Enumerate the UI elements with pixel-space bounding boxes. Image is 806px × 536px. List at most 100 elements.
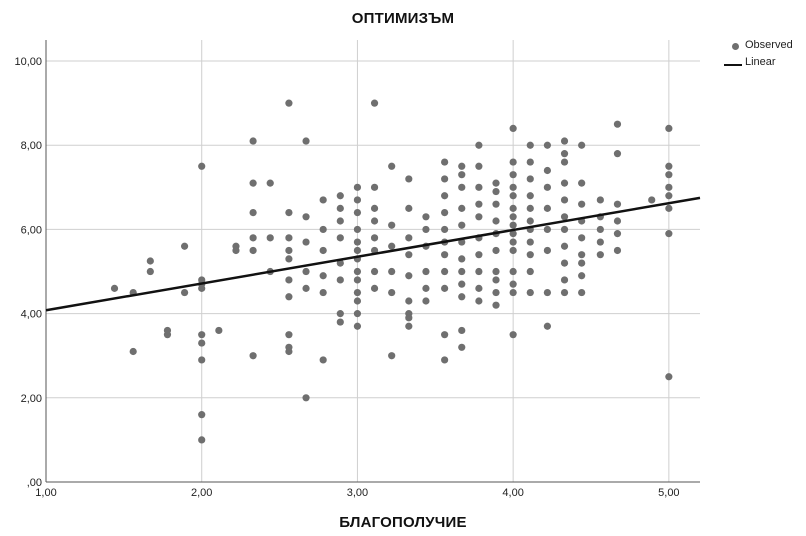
data-point: [302, 238, 310, 246]
data-point: [353, 267, 362, 276]
data-point: [578, 234, 586, 242]
data-point: [475, 251, 483, 259]
data-point: [492, 217, 500, 225]
data-point: [560, 259, 569, 267]
y-tick-label: 6,00: [21, 224, 42, 236]
data-point: [370, 284, 379, 292]
data-point: [560, 179, 569, 187]
observed-marker-icon: [732, 43, 739, 50]
data-point: [146, 267, 154, 276]
data-point: [458, 293, 466, 301]
data-point: [596, 225, 604, 234]
data-point: [613, 230, 622, 238]
data-point: [336, 276, 344, 284]
data-point: [198, 331, 206, 339]
data-point: [163, 326, 172, 335]
data-point: [405, 175, 413, 183]
data-point: [578, 200, 586, 208]
data-point: [353, 196, 362, 204]
data-point: [543, 141, 552, 149]
data-point: [475, 141, 483, 149]
data-point: [509, 221, 517, 229]
data-point: [543, 166, 552, 175]
data-point: [441, 225, 449, 234]
data-point: [319, 196, 327, 204]
data-point: [458, 343, 466, 351]
data-point: [543, 225, 552, 234]
data-point: [509, 288, 517, 297]
data-point: [405, 234, 413, 242]
data-point: [388, 221, 396, 229]
data-point: [475, 297, 483, 305]
data-point: [336, 234, 344, 242]
data-point: [422, 213, 430, 221]
data-point: [458, 171, 466, 179]
data-point: [353, 246, 362, 255]
data-point: [441, 331, 449, 339]
data-point: [560, 225, 569, 234]
data-point: [613, 200, 622, 208]
data-point: [319, 225, 327, 234]
x-tick-label: 5,00: [658, 487, 679, 499]
data-point: [353, 276, 362, 284]
data-point: [353, 310, 362, 318]
data-point: [665, 162, 673, 170]
data-point: [353, 322, 362, 330]
data-point: [458, 221, 466, 229]
data-point: [353, 183, 362, 191]
data-point: [526, 267, 534, 276]
data-point: [492, 267, 500, 276]
data-point: [509, 204, 517, 212]
data-point: [146, 257, 154, 265]
data-point: [232, 246, 240, 255]
data-point: [492, 200, 500, 208]
data-point: [353, 225, 362, 234]
data-point: [578, 259, 586, 267]
data-point: [596, 251, 604, 259]
data-point: [319, 288, 327, 297]
x-tick-label: 2,00: [191, 487, 212, 499]
data-point: [441, 208, 449, 217]
data-point: [526, 204, 534, 212]
data-point: [405, 297, 413, 305]
data-point: [543, 288, 552, 297]
data-point: [475, 200, 483, 208]
data-point: [665, 192, 673, 200]
data-point: [266, 234, 274, 242]
data-point: [249, 179, 257, 187]
data-point: [249, 352, 257, 360]
data-point: [665, 124, 673, 132]
data-point: [543, 183, 552, 191]
data-point: [475, 213, 483, 221]
data-point: [388, 288, 396, 297]
data-point: [560, 158, 569, 166]
data-point: [492, 276, 500, 284]
data-point: [388, 162, 396, 170]
y-tick-label: 4,00: [21, 309, 42, 321]
data-point: [422, 297, 430, 305]
data-point: [319, 246, 327, 255]
data-point: [526, 251, 534, 259]
data-point: [336, 318, 344, 326]
legend-linear-label: Linear: [745, 56, 776, 68]
data-point: [458, 183, 466, 191]
data-point: [441, 192, 449, 200]
data-point: [370, 183, 379, 191]
data-point: [492, 187, 500, 196]
data-point: [458, 204, 466, 212]
data-point: [110, 284, 119, 292]
data-point: [509, 124, 517, 132]
data-point: [353, 297, 362, 305]
data-point: [302, 284, 310, 292]
data-point: [509, 230, 517, 238]
x-tick-label: 4,00: [502, 487, 523, 499]
data-point: [249, 234, 257, 242]
data-point: [458, 267, 466, 276]
data-point: [648, 196, 656, 204]
data-point: [509, 192, 517, 200]
data-point: [509, 331, 517, 339]
data-point: [285, 234, 293, 242]
data-point: [249, 208, 257, 217]
data-point: [492, 301, 500, 309]
